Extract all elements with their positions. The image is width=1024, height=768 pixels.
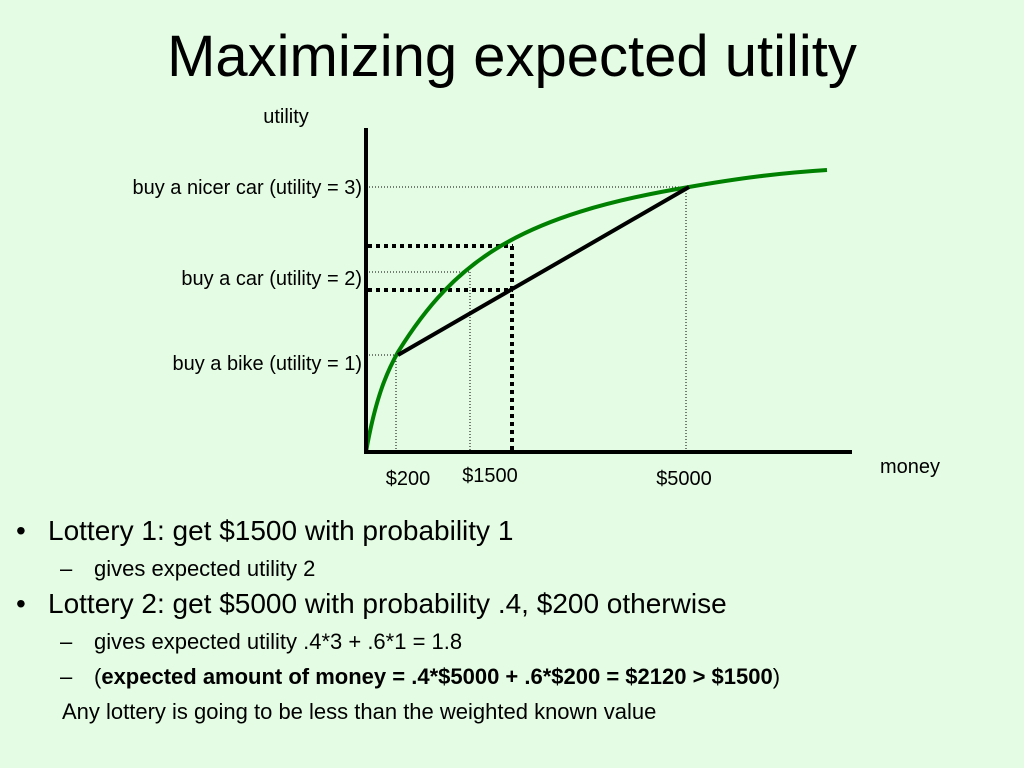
y-label-utility-3: buy a nicer car (utility = 3) — [132, 177, 362, 199]
y-label-utility-2: buy a car (utility = 2) — [181, 268, 362, 290]
guide-lines — [366, 186, 689, 452]
x-label-5000: $5000 — [656, 468, 712, 490]
y-label-utility-1: buy a bike (utility = 1) — [172, 353, 362, 375]
x-axis-label: money — [880, 456, 940, 478]
lottery-chord — [397, 185, 690, 357]
utility-curve — [364, 168, 828, 453]
x-label-1500: $1500 — [462, 465, 518, 487]
y-axis-label: utility — [263, 106, 309, 128]
x-label-200: $200 — [386, 468, 431, 490]
slide-title: Maximizing expected utility — [167, 24, 857, 89]
expected-value-lines — [368, 244, 514, 452]
